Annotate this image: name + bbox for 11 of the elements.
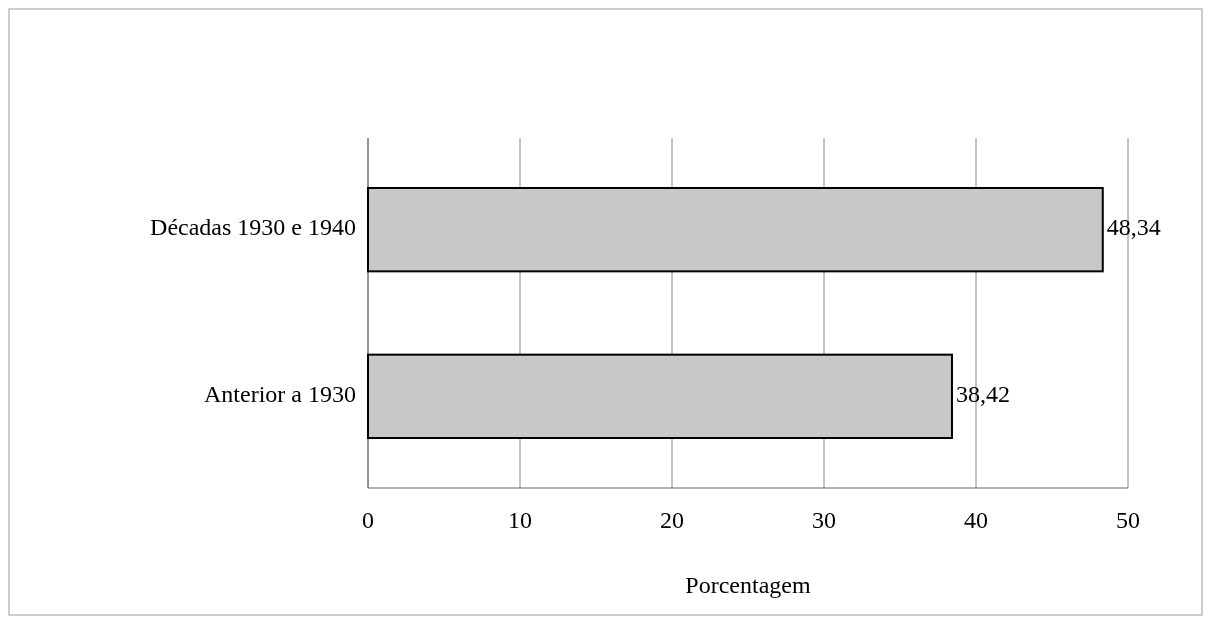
data-label: 48,34 (1106, 214, 1161, 241)
x-tick-label: 40 (964, 507, 988, 533)
y-tick-label: Décadas 1930 e 1940 (150, 214, 356, 241)
x-axis-title: Porcentagem (685, 572, 811, 598)
y-tick-label: Anterior a 1930 (204, 380, 356, 407)
x-tick-label: 50 (1116, 507, 1140, 533)
data-label: 38,42 (955, 380, 1010, 407)
x-tick-label: 20 (660, 507, 684, 533)
x-tick-label: 30 (812, 507, 836, 533)
x-tick-label: 10 (508, 507, 532, 533)
x-tick-label: 0 (362, 507, 374, 533)
